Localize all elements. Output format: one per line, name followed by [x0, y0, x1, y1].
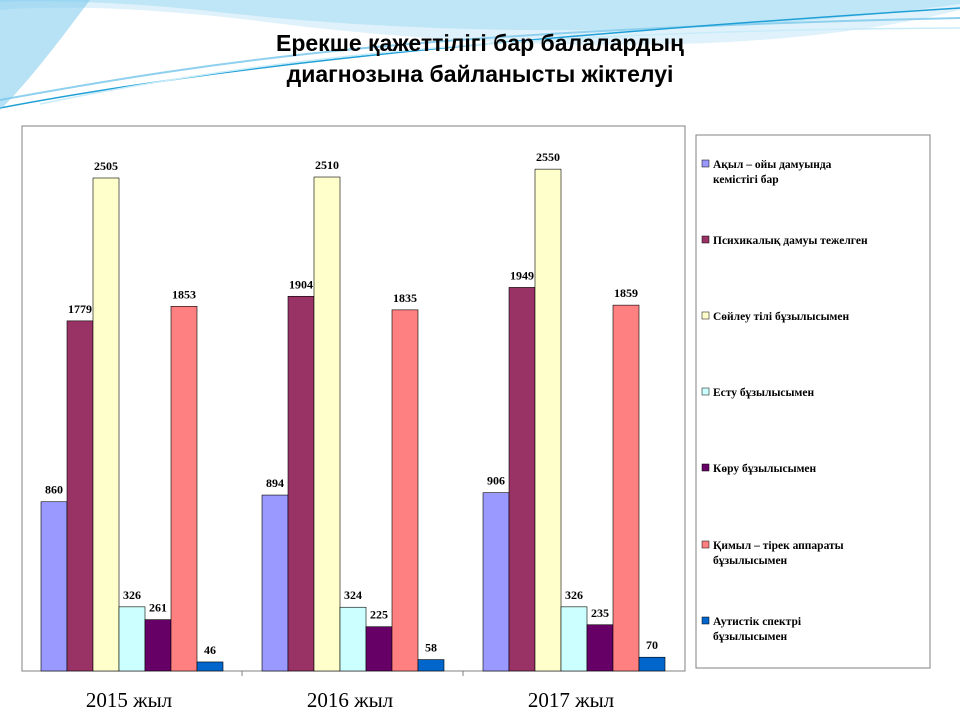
data-label: 860: [45, 483, 63, 497]
data-label: 58: [425, 641, 437, 655]
bar: [66, 320, 94, 672]
bar: [586, 624, 614, 672]
bar: [144, 619, 172, 672]
data-label: 324: [344, 588, 362, 602]
data-label: 225: [370, 608, 388, 622]
legend-label: Ақыл – ойы дамуында кемістігі бар: [713, 159, 832, 186]
legend-label: Көру бұзылысымен: [713, 463, 817, 475]
bg-wave-curve-2: [0, 7, 960, 109]
category-label: 2017 жыл: [528, 688, 614, 712]
legend-swatch: [701, 463, 710, 472]
bar: [313, 176, 341, 672]
bar: [261, 494, 289, 672]
slide-title-line-2: диагнозына байланысты жіктелуі: [286, 61, 674, 87]
legend-swatch: [701, 540, 710, 549]
legend-label: Қимыл – тірек аппараты бұзылысымен: [713, 540, 844, 567]
bar: [482, 492, 510, 672]
bg-wave-curve-3: [39, 27, 960, 105]
data-label: 2505: [94, 159, 118, 173]
bar: [287, 295, 315, 672]
bar: [92, 177, 120, 672]
category-label: 2016 жыл: [307, 688, 393, 712]
data-label: 1859: [614, 286, 638, 300]
bar: [40, 501, 68, 672]
data-label: 70: [646, 638, 658, 652]
bar: [196, 661, 224, 672]
slide-title: Ерекше қажеттілігі бар балалардың диагно…: [150, 28, 810, 90]
data-label: 1949: [510, 268, 534, 282]
data-label: 326: [565, 588, 583, 602]
bar: [560, 606, 588, 672]
bg-wave-band: [0, 0, 90, 110]
data-label: 326: [123, 588, 141, 602]
bg-wave-mid: [0, 0, 960, 31]
legend-label: Сөйлеу тілі бұзылысымен: [713, 311, 849, 323]
category-label: 2015 жыл: [86, 688, 172, 712]
legend-label: Психикалық дамуы тежелген: [713, 235, 868, 247]
plot-area: [21, 125, 686, 672]
legend-swatch: [701, 387, 710, 396]
legend-box: [695, 134, 931, 669]
data-label: 906: [487, 474, 505, 488]
bar: [612, 304, 640, 672]
bar: [365, 626, 393, 672]
bar: [638, 656, 666, 672]
bar: [534, 168, 562, 672]
legend-swatch: [701, 616, 710, 625]
data-label: 2550: [536, 150, 560, 164]
legend-label: Есту бұзылысымен: [713, 387, 814, 399]
bar: [118, 606, 146, 672]
bar: [391, 309, 419, 672]
data-label: 2510: [315, 158, 339, 172]
slide-background: [0, 0, 960, 110]
bg-wave-curve-1: [0, 17, 960, 101]
legend-label: Аутистік спектрі бұзылысымен: [713, 616, 802, 643]
data-label: 894: [266, 476, 284, 490]
data-label: 1835: [393, 291, 417, 305]
legend-swatch: [701, 235, 710, 244]
legend-swatch: [701, 159, 710, 168]
bar: [339, 606, 367, 672]
slide-title-line-1: Ерекше қажеттілігі бар балалардың: [276, 30, 684, 56]
bar: [417, 659, 445, 672]
legend-swatch: [701, 311, 710, 320]
bar: [508, 287, 536, 672]
data-label: 261: [149, 601, 167, 615]
data-label: 1853: [172, 287, 196, 301]
bar: [170, 306, 198, 672]
data-label: 1779: [68, 302, 92, 316]
data-label: 235: [591, 606, 609, 620]
data-label: 46: [204, 643, 216, 657]
data-label: 1904: [289, 277, 313, 291]
